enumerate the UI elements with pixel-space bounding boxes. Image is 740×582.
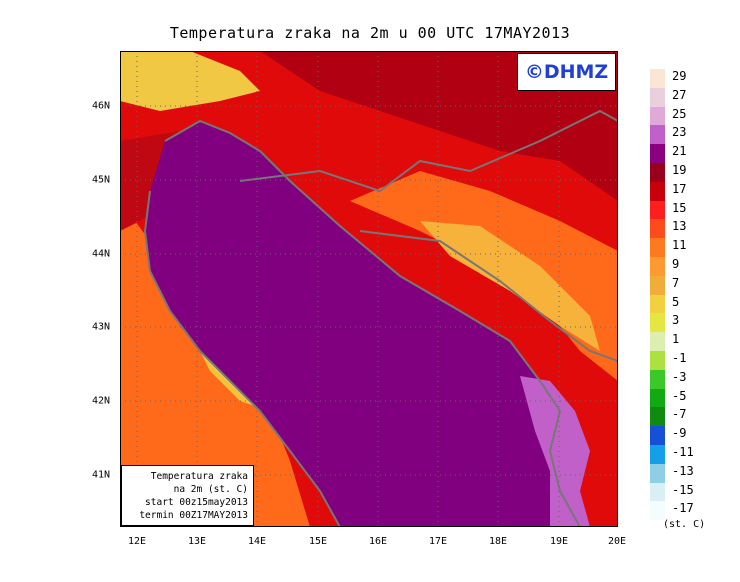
legend-swatch (650, 388, 665, 408)
legend-label: 7 (672, 275, 680, 290)
legend-swatch (650, 69, 665, 88)
y-tick-label: 45N (92, 174, 111, 186)
x-tick-label: 12E (127, 536, 147, 547)
y-tick-label: 44N (92, 248, 111, 260)
x-tick-label: 14E (247, 536, 267, 547)
coastline (164, 119, 581, 527)
x-tick-label: 13E (187, 536, 207, 547)
legend-swatch (650, 369, 665, 389)
legend-label: 13 (672, 219, 687, 234)
legend-label: 5 (672, 294, 680, 309)
alps-foothill-yellow (120, 51, 260, 111)
legend-label: 15 (672, 200, 687, 215)
x-tick-label: 18E (488, 536, 508, 547)
info-line: start 00z15may2013 (145, 497, 248, 508)
x-tick-label: 15E (308, 536, 328, 547)
map-border (120, 51, 618, 527)
x-tick-label: 16E (368, 536, 388, 547)
info-line: Temperatura zraka (150, 471, 248, 482)
legend-label: 19 (672, 163, 687, 177)
graticule (120, 51, 618, 527)
legend-label: 21 (672, 144, 687, 159)
legend-label: -9 (672, 426, 687, 441)
y-tick-label: 46N (92, 100, 111, 112)
legend-swatch (650, 125, 665, 145)
legend-unit: (st. C) (663, 519, 706, 530)
legend-label: -5 (672, 388, 687, 403)
legend-label: 17 (672, 181, 687, 196)
legend-swatch (650, 445, 665, 464)
legend-label: 3 (672, 313, 680, 328)
y-tick-label: 41N (92, 469, 111, 481)
legend-swatch (650, 144, 665, 163)
legend-label: -3 (672, 369, 687, 384)
legend-label: -17 (672, 501, 694, 516)
legend-label: -15 (672, 482, 694, 497)
x-tick-label: 20E (607, 536, 627, 547)
x-tick-label: 17E (428, 536, 448, 547)
x-tick-label: 19E (549, 536, 569, 547)
legend-label: 1 (672, 332, 680, 347)
legend-label: -13 (672, 463, 694, 478)
legend-swatch (650, 200, 665, 220)
legend-swatch (650, 294, 665, 314)
legend-label: -1 (672, 351, 687, 365)
dhmz-logo: ©DHMZ (517, 53, 616, 91)
y-tick-label: 43N (92, 321, 111, 333)
legend-swatch (650, 426, 665, 445)
legend-swatch (650, 351, 665, 370)
legend-label: 23 (672, 125, 687, 140)
legend-label: 25 (672, 106, 687, 121)
legend-swatch (650, 257, 665, 276)
legend-swatch (650, 275, 665, 295)
border-line-2 (359, 230, 618, 362)
legend-swatch (650, 313, 665, 333)
legend-swatch (650, 238, 665, 257)
legend-swatch (650, 332, 665, 351)
info-line: na 2m (st. C) (173, 484, 248, 495)
legend-label: 11 (672, 238, 687, 253)
legend-label: -11 (672, 445, 694, 459)
map-title: Temperatura zraka na 2m u 00 UTC 17MAY20… (169, 24, 571, 42)
legend-label: 9 (672, 257, 680, 271)
legend-swatch (650, 482, 665, 502)
info-line: termin 00Z17MAY2013 (139, 510, 248, 521)
legend-swatch (650, 463, 665, 483)
albania-coast-light (520, 376, 590, 527)
legend-swatch (650, 407, 665, 427)
legend-swatch (650, 163, 665, 182)
border-line (239, 109, 618, 193)
y-tick-label: 42N (92, 395, 111, 407)
legend-swatch (650, 87, 665, 107)
italy-coastline (143, 190, 341, 527)
dinaric-orange-band (350, 171, 618, 381)
temperature-map (120, 51, 618, 527)
legend-label: 27 (672, 87, 687, 102)
forecast-info-box: Temperatura zraka na 2m (st. C) start 00… (121, 465, 254, 526)
legend-swatch (650, 106, 665, 126)
legend-swatch (650, 219, 665, 239)
legend-label: -7 (672, 407, 687, 422)
legend-label: 29 (672, 69, 687, 83)
legend-swatch (650, 181, 665, 201)
legend-swatch (650, 501, 665, 521)
adriatic-sea (145, 121, 580, 527)
